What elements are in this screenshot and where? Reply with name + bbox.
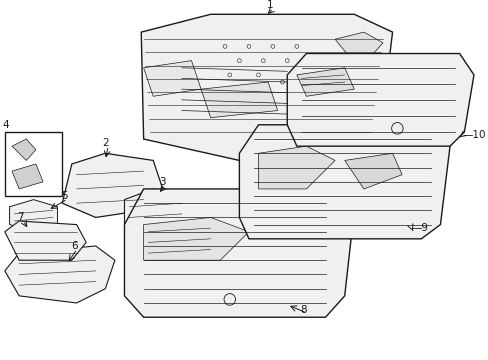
Polygon shape bbox=[5, 221, 86, 260]
Polygon shape bbox=[124, 189, 191, 235]
Text: —9: —9 bbox=[411, 223, 428, 233]
Text: 6: 6 bbox=[71, 241, 78, 251]
Text: 2: 2 bbox=[102, 138, 108, 148]
Polygon shape bbox=[5, 246, 115, 303]
Polygon shape bbox=[143, 217, 248, 260]
Polygon shape bbox=[124, 189, 354, 317]
Polygon shape bbox=[12, 139, 36, 161]
Polygon shape bbox=[141, 14, 392, 161]
Text: 8: 8 bbox=[300, 305, 306, 315]
Polygon shape bbox=[143, 60, 201, 96]
Text: 3: 3 bbox=[159, 177, 166, 187]
Text: 5: 5 bbox=[61, 191, 68, 201]
Text: 1: 1 bbox=[266, 0, 273, 10]
Polygon shape bbox=[258, 146, 334, 189]
Polygon shape bbox=[344, 153, 401, 189]
Polygon shape bbox=[201, 82, 277, 118]
Polygon shape bbox=[10, 200, 57, 232]
Polygon shape bbox=[62, 153, 163, 217]
Text: —10: —10 bbox=[461, 130, 485, 140]
Polygon shape bbox=[239, 125, 449, 239]
Bar bbox=[5, 132, 62, 196]
Polygon shape bbox=[286, 54, 473, 146]
Polygon shape bbox=[296, 68, 354, 96]
Text: 7: 7 bbox=[17, 212, 23, 222]
Text: 4: 4 bbox=[2, 120, 9, 130]
Polygon shape bbox=[12, 164, 43, 189]
Polygon shape bbox=[334, 32, 382, 57]
